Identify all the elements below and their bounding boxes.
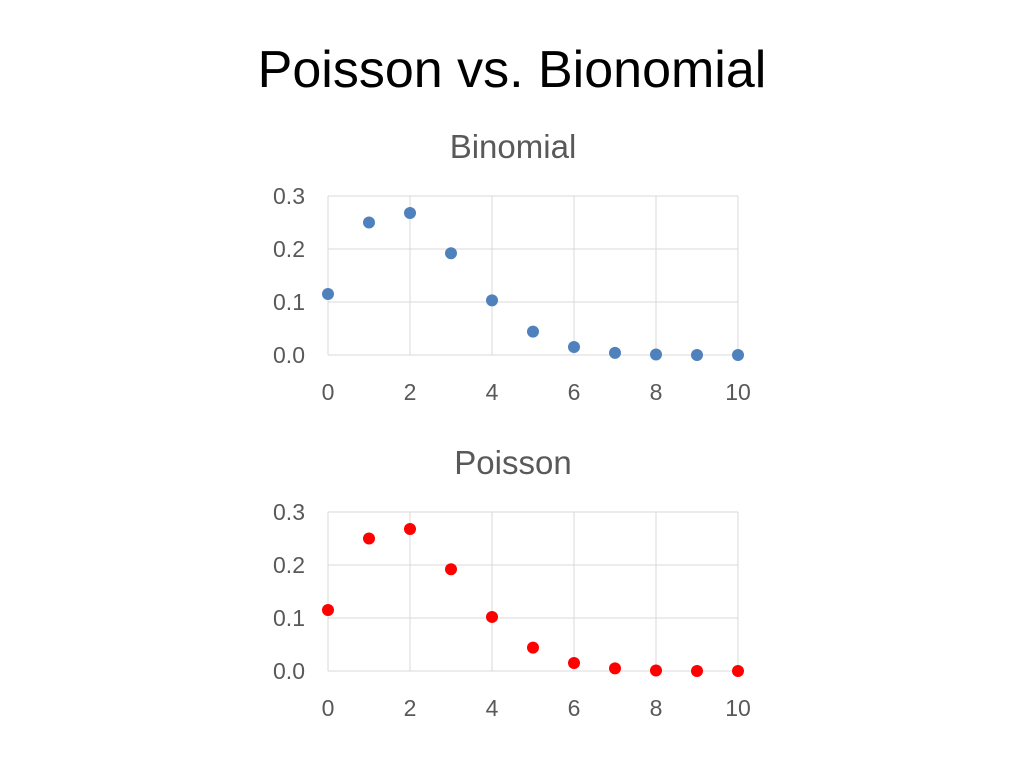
poisson-y-tick-label: 0.3	[273, 499, 305, 525]
binomial-x-tick-label: 6	[568, 379, 581, 405]
poisson-data-point	[691, 665, 703, 677]
binomial-data-point	[691, 349, 703, 361]
binomial-data-point	[445, 247, 457, 260]
binomial-x-tick-label: 4	[486, 379, 499, 405]
binomial-x-tick-label: 0	[322, 379, 335, 405]
poisson-data-point	[363, 532, 375, 545]
poisson-x-tick-label: 6	[568, 695, 581, 721]
poisson-x-tick-label: 2	[404, 695, 417, 721]
binomial-data-point	[527, 325, 539, 338]
poisson-chart-svg: Poisson 0.0 0.1 0.2 0.3 0 2 4 6 8 10	[273, 444, 751, 721]
binomial-chart-title: Binomial	[450, 128, 577, 165]
binomial-data-point	[363, 216, 375, 229]
binomial-data-point	[568, 341, 580, 354]
poisson-data-point	[527, 641, 539, 654]
poisson-data-point	[322, 604, 334, 617]
poisson-data-point	[486, 610, 498, 623]
poisson-chart: Poisson 0.0 0.1 0.2 0.3 0 2 4 6 8 10	[240, 436, 780, 726]
poisson-x-tick-label: 0	[322, 695, 335, 721]
binomial-y-tick-label: 0.0	[273, 342, 305, 368]
poisson-data-point	[732, 665, 744, 677]
binomial-x-tick-label: 8	[650, 379, 663, 405]
binomial-chart-svg: Binomial 0.0 0.1 0.2 0.3 0 2 4 6 8 10	[273, 128, 751, 405]
poisson-x-tick-label: 4	[486, 695, 499, 721]
poisson-y-tick-label: 0.0	[273, 658, 305, 684]
poisson-y-tick-label: 0.1	[273, 605, 305, 631]
poisson-data-point	[650, 664, 662, 677]
binomial-chart: Binomial 0.0 0.1 0.2 0.3 0 2 4 6 8 10	[240, 120, 780, 410]
binomial-x-tick-label: 2	[404, 379, 417, 405]
binomial-data-point	[486, 294, 498, 307]
binomial-y-tick-label: 0.1	[273, 289, 305, 315]
poisson-chart-title: Poisson	[454, 444, 571, 481]
binomial-y-tick-label: 0.2	[273, 236, 305, 262]
poisson-data-point	[404, 522, 416, 535]
poisson-data-point	[609, 662, 621, 675]
poisson-x-tick-label: 8	[650, 695, 663, 721]
poisson-y-tick-label: 0.2	[273, 552, 305, 578]
binomial-data-point	[732, 349, 744, 361]
poisson-data-point	[445, 563, 457, 576]
poisson-x-tick-label: 10	[725, 695, 751, 721]
binomial-y-tick-label: 0.3	[273, 183, 305, 209]
slide-title: Poisson vs. Bionomial	[257, 41, 767, 99]
binomial-data-point	[650, 348, 662, 361]
poisson-data-point	[568, 657, 580, 670]
binomial-data-point	[609, 346, 621, 359]
binomial-x-tick-label: 10	[725, 379, 751, 405]
binomial-data-point	[404, 206, 416, 219]
binomial-data-point	[322, 288, 334, 301]
